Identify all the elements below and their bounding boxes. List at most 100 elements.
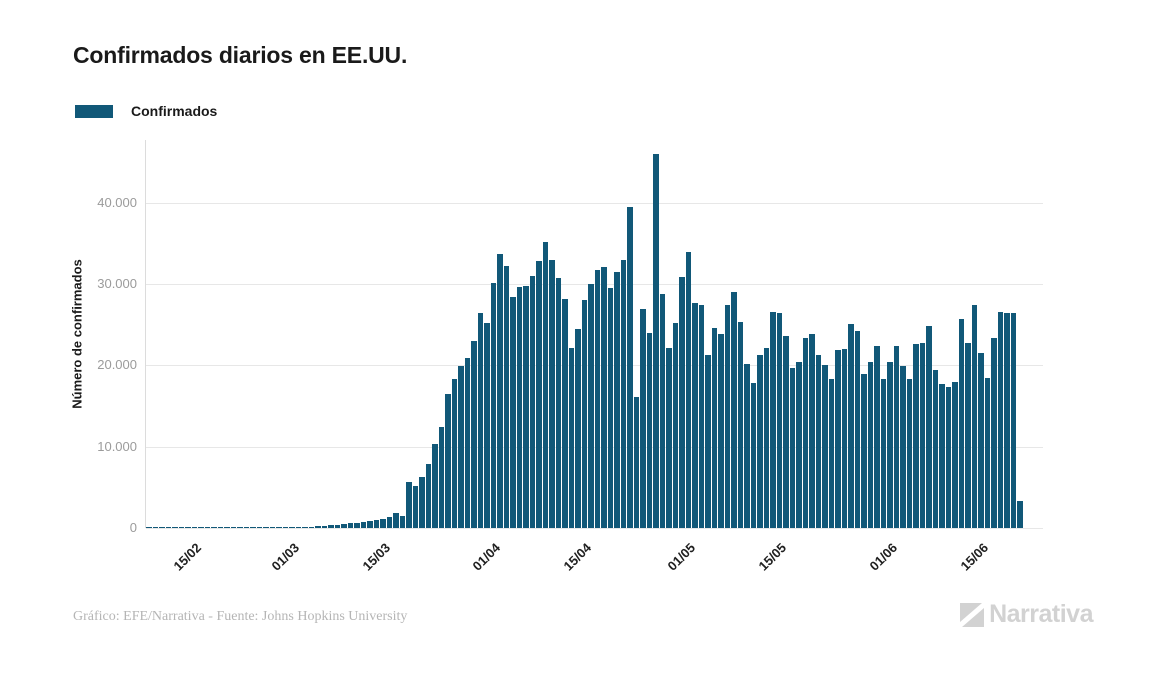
bar [399,515,406,528]
bar [646,332,653,528]
bar [679,276,685,528]
x-axis-tick-labels: 15/02 01/03 15/03 01/04 15/04 01/05 15/05 01/06… [145,528,1042,588]
bar [354,522,360,528]
bar [861,374,867,528]
bar [945,386,952,528]
x-tick-label: 15/02 [170,540,205,574]
bar [536,261,542,528]
bar [191,527,198,528]
bar [841,349,848,528]
bar [672,323,679,528]
bar [594,269,601,528]
bar [984,377,991,528]
bar [490,282,497,528]
bar [315,526,321,528]
bar [432,444,438,528]
bar [965,342,971,528]
bar [282,527,289,528]
bar [796,362,802,528]
bar [542,241,549,528]
bar [698,304,705,528]
bar-series-confirmados [146,140,1043,528]
bar [588,284,594,528]
bar [464,358,471,528]
bar [165,527,172,528]
bar [926,326,932,528]
bar [711,328,718,528]
narrativa-n-icon [960,602,985,627]
bar [809,333,815,528]
bar [373,519,380,528]
bar [230,527,237,528]
bar [880,379,887,528]
bar [1010,313,1017,528]
bar [802,337,809,528]
bar [308,526,315,528]
bar [471,341,477,528]
bar [263,527,269,528]
bar [484,323,490,528]
bar [328,525,334,528]
bar [731,291,737,528]
bar [789,367,796,528]
bar [978,352,984,528]
y-tick-label: 30.000 [97,276,137,292]
bar [919,342,926,528]
bar [848,324,854,528]
narrativa-logo: Narrativa [958,600,1093,629]
bar [991,337,997,528]
bar [445,393,451,528]
y-tick-label: 0 [129,520,137,535]
bar [276,527,282,528]
bar [237,527,243,528]
y-tick-label: 40.000 [97,194,137,210]
bar [152,527,159,528]
bar [666,347,672,528]
bar [783,336,789,528]
bar [555,277,562,528]
bar [211,527,217,528]
bar [893,346,900,528]
bar [854,331,861,528]
bar [867,362,874,528]
bar [776,313,783,528]
bar [341,524,347,528]
bar [932,369,939,528]
bar [347,523,354,528]
y-tick-label: 10.000 [97,438,137,454]
bar [822,364,828,528]
bar [575,328,581,528]
bar [204,527,211,528]
x-tick-label: 01/04 [469,540,504,574]
x-tick-label: 15/05 [755,540,790,574]
bar [692,302,698,528]
bar [685,251,692,528]
bar [510,297,516,528]
bar [952,381,958,528]
bar [458,366,464,528]
bar [874,346,880,528]
bar [289,527,295,528]
legend-swatch [75,104,113,118]
bar [828,379,835,528]
bar [620,259,627,528]
bar [269,527,276,528]
x-tick-label: 15/03 [359,540,393,574]
bar [627,207,633,528]
bar [302,527,308,528]
bar [438,427,445,528]
bar [360,521,367,528]
bar [744,363,750,528]
bar [250,527,256,528]
bar [997,311,1004,528]
bar [815,354,822,528]
bar [887,362,893,528]
bar [659,293,666,528]
gridline [146,528,1043,529]
bar [581,299,588,528]
bar [633,397,640,528]
bar [971,304,978,528]
bar [321,525,328,528]
gridline [146,202,1043,204]
